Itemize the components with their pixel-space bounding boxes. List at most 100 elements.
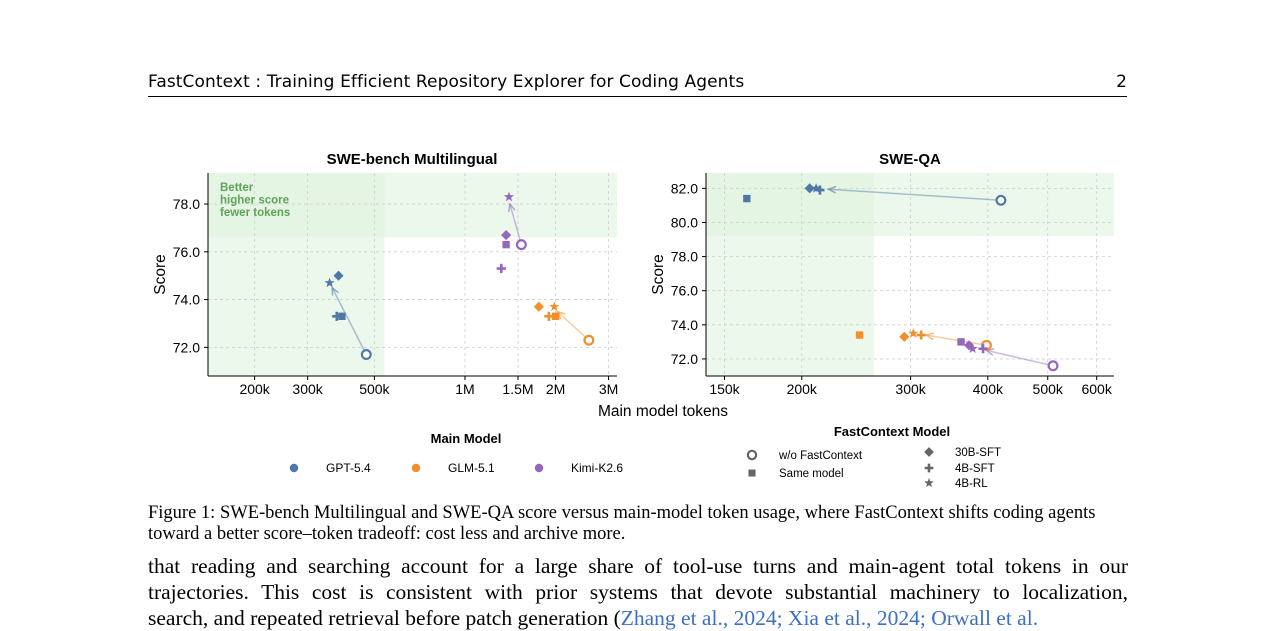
better-region-annotation: fewer tokens <box>220 207 290 219</box>
figure-1: 72.0 74.0 76.0 78.0 200k 300k 500k 1M 1.5M 2M 3M SW… <box>152 151 1114 490</box>
body-paragraph: that reading and searching account for a… <box>148 553 1128 631</box>
legend-label: Same model <box>779 468 844 480</box>
better-region-token-band <box>208 173 385 376</box>
square-icon <box>748 469 756 477</box>
point-kimi-k2-6-circle <box>1047 360 1059 372</box>
x-axis-label: Main model tokens <box>598 403 728 420</box>
trend-arrow-head <box>826 185 837 194</box>
x-tick-label: 500k <box>1033 381 1064 397</box>
point-glm-5-1-star <box>549 301 560 311</box>
trend-arrow-line <box>509 203 523 245</box>
point-glm-5-1-diamond <box>899 331 910 342</box>
better-region-annotation: Better <box>220 182 254 194</box>
point-glm-5-1-square <box>551 312 560 320</box>
point-glm-5-1-star <box>908 328 919 338</box>
point-gpt-5-4-diamond <box>804 183 815 194</box>
y-tick-label: 76.0 <box>173 244 200 260</box>
page-number: 2 <box>1116 72 1127 92</box>
x-tick-label: 1.5M <box>502 381 533 397</box>
better-region-annotation: higher score <box>220 195 289 207</box>
open-circle-icon <box>746 449 758 461</box>
point-kimi-k2-6-circle <box>515 239 527 251</box>
body-line-2: trajectories. This cost is consistent wi… <box>148 580 1128 604</box>
legend-label: 30B-SFT <box>955 447 1001 459</box>
x-tick-label: 400k <box>973 381 1004 397</box>
legend-dot-glm-5-1 <box>411 463 421 473</box>
running-title: FastContext : Training Efficient Reposit… <box>148 72 745 92</box>
y-tick-label: 72.0 <box>671 351 698 367</box>
star-icon <box>924 477 934 488</box>
diamond-icon <box>924 447 934 457</box>
point-kimi-k2-6-diamond <box>501 230 512 241</box>
x-tick-label: 3M <box>599 381 618 397</box>
point-gpt-5-4-square <box>338 312 346 320</box>
point-gpt-5-4-circle <box>360 349 372 360</box>
x-tick-label: 200k <box>239 381 270 397</box>
chart-title-swe-qa: SWE-QA <box>879 151 941 168</box>
point-glm-5-1-diamond <box>533 301 544 312</box>
x-tick-label: 500k <box>359 381 390 397</box>
y-tick-label: 80.0 <box>671 214 698 230</box>
legend-label: w/o FastContext <box>778 450 863 462</box>
x-tick-label: 2M <box>546 381 565 397</box>
x-tick-label: 200k <box>787 381 818 397</box>
trend-arrow-line <box>557 310 590 341</box>
point-glm-5-1-plus <box>544 311 554 321</box>
point-gpt-5-4-circle <box>995 194 1007 206</box>
legend-dot-kimi-k2-6 <box>534 463 544 473</box>
chart-swe-qa: 72.0 74.0 76.0 78.0 80.0 82.0 150k 200k 300k 400k… <box>650 151 1114 397</box>
x-tick-label: 300k <box>292 381 323 397</box>
legend-label: 4B-SFT <box>955 463 995 475</box>
plus-icon <box>924 463 934 473</box>
point-kimi-k2-6-star <box>503 191 514 202</box>
trend-arrow-line <box>986 349 1054 367</box>
legend-fastcontext-model: FastContext Model w/o FastContext Same mod… <box>746 424 1001 490</box>
legend-main-title: Main Model <box>431 431 502 446</box>
x-tick-label: 150k <box>709 381 740 397</box>
point-glm-5-1-circle <box>583 334 595 346</box>
point-kimi-k2-6-plus <box>978 344 988 354</box>
running-header: FastContext : Training Efficient Reposit… <box>148 72 1127 97</box>
trend-arrow-head <box>556 310 566 320</box>
point-gpt-5-4-star <box>324 277 335 288</box>
legend-label: Kimi-K2.6 <box>571 461 623 475</box>
point-gpt-5-4-plus <box>332 311 342 321</box>
x-tick-label: 300k <box>895 381 926 397</box>
legend-dot-gpt-5-4 <box>289 463 299 473</box>
trend-arrow-head <box>331 285 339 296</box>
y-tick-label: 78.0 <box>173 196 200 212</box>
y-tick-label: 74.0 <box>671 317 698 333</box>
x-tick-label: 600k <box>1081 381 1112 397</box>
trend-arrow-line <box>828 188 1001 202</box>
chart-swe-bench-multilingual: 72.0 74.0 76.0 78.0 200k 300k 500k 1M 1.5M 2M 3M SW… <box>152 151 618 397</box>
point-kimi-k2-6-plus <box>496 263 506 274</box>
legend-label: GLM-5.1 <box>448 461 495 475</box>
point-gpt-5-4-square <box>743 194 751 203</box>
point-gpt-5-4-diamond <box>333 270 344 281</box>
y-tick-label: 74.0 <box>173 292 200 308</box>
point-kimi-k2-6-square <box>957 338 965 346</box>
point-kimi-k2-6-star <box>967 343 978 353</box>
legend-label: 4B-RL <box>955 478 988 490</box>
point-gpt-5-4-star <box>811 183 822 193</box>
x-tick-label: 1M <box>455 381 474 397</box>
trend-arrow-head <box>924 332 935 341</box>
legend-label: GPT-5.4 <box>326 461 371 475</box>
y-axis-label: Score <box>650 254 667 295</box>
y-tick-label: 72.0 <box>173 339 200 355</box>
y-tick-label: 76.0 <box>671 283 698 299</box>
chart-title-swe-bench-multilingual: SWE-bench Multilingual <box>327 151 498 168</box>
legend-main-model: Main Model GPT-5.4 GLM-5.1 Kimi-K2.6 <box>289 431 623 475</box>
y-axis-label: Score <box>152 254 169 295</box>
y-tick-label: 78.0 <box>671 249 698 265</box>
legend-fc-title: FastContext Model <box>834 424 950 439</box>
better-region-token-band <box>706 173 875 376</box>
point-glm-5-1-plus <box>916 330 926 340</box>
trend-arrow-line <box>331 287 367 355</box>
trend-arrow-line <box>926 334 987 347</box>
y-tick-label: 82.0 <box>671 180 698 196</box>
figure-caption: Figure 1: SWE-bench Multilingual and SWE… <box>148 503 1096 544</box>
trend-arrow-head <box>507 202 516 213</box>
point-glm-5-1-square <box>855 331 864 339</box>
point-kimi-k2-6-square <box>502 240 510 249</box>
